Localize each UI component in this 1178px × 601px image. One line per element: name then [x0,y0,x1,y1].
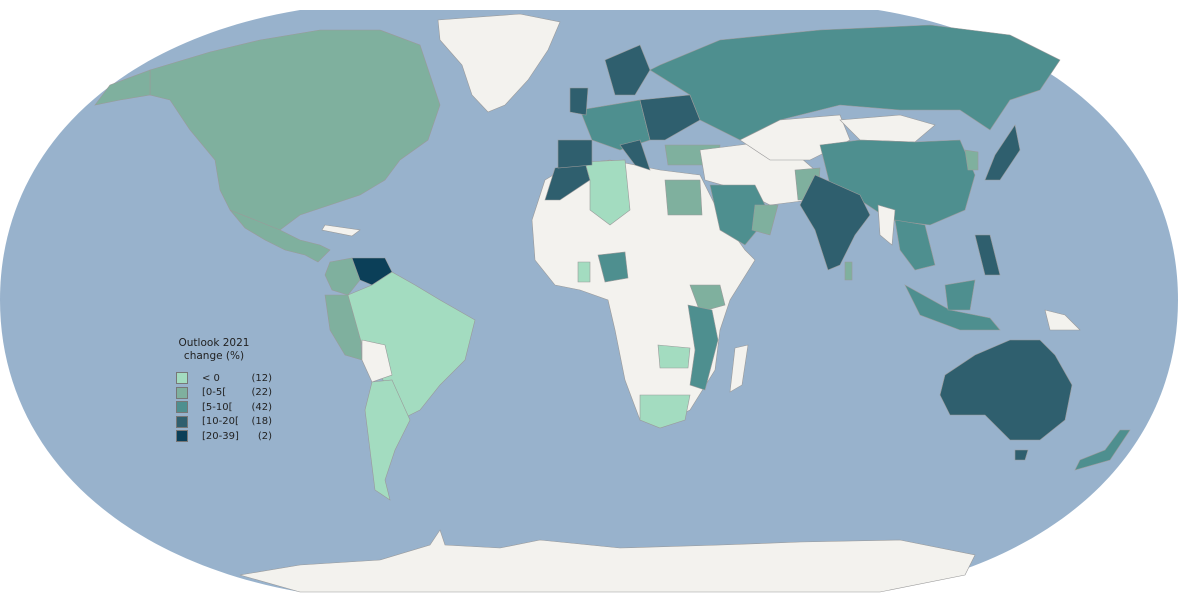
legend-label: < 0 [202,372,220,384]
region-tanzania-mozambique [687,304,719,391]
legend-count: (12) [251,372,272,384]
region-alaska [94,69,151,106]
legend-swatch [176,415,188,428]
legend-title-line1: Outlook 2021 [178,337,250,349]
region-north-america [149,29,441,231]
legend-item: [0-5[ (22) [166,386,286,401]
region-thailand-vietnam [894,219,936,271]
legend-count: (2) [257,430,272,442]
region-philippines [974,234,1001,276]
legend-label: [10-20[ [202,416,239,428]
region-bolivia [361,339,393,383]
region-madagascar [729,344,749,393]
region-antarctica [239,529,976,593]
legend-label: [0-5[ [202,387,227,399]
region-india [799,174,871,271]
region-argentina [364,379,411,501]
region-mexico [229,209,331,263]
legend: Outlook 2021 change (%) < 0 (12) [0-5[ (22… [166,337,286,444]
region-south-africa [639,394,691,429]
region-nigeria [597,251,629,283]
legend-swatch [176,386,188,399]
region-new-zealand [1074,429,1131,471]
legend-title: Outlook 2021 change (%) [166,337,262,363]
region-greenland [437,13,561,113]
region-australia [939,339,1073,441]
region-korea [964,149,979,171]
region-tasmania [1014,449,1029,461]
region-egypt [664,179,703,216]
legend-count: (22) [251,387,272,399]
region-papua-new-guinea [1044,309,1081,331]
region-uk [569,87,589,116]
region-borneo [944,279,976,311]
legend-label: [20-39] [202,430,239,442]
region-eastern-europe [639,94,701,141]
legend-count: (42) [251,401,272,413]
region-russia [649,24,1061,141]
region-ghana [577,261,591,283]
legend-title-line2: change (%) [183,350,245,362]
region-iberia [557,139,593,169]
region-ethiopia [689,284,726,313]
region-mongolia [839,114,936,143]
legend-count: (18) [251,416,272,428]
legend-label: [5-10[ [202,401,233,413]
region-scandinavia [604,44,651,96]
region-cuba [321,224,361,237]
region-oman [751,204,779,236]
region-myanmar [877,204,896,246]
region-algeria [584,159,631,226]
legend-item: [5-10[ (42) [166,400,286,415]
region-japan [984,124,1021,181]
legend-swatch [176,401,188,414]
legend-swatch [176,372,188,385]
region-zambia [657,344,691,369]
region-italy [619,139,651,171]
legend-item: < 0 (12) [166,371,286,386]
region-sri-lanka [844,261,853,281]
legend-item: [20-39] (2) [166,429,286,444]
legend-swatch [176,430,188,443]
legend-item: [10-20[ (18) [166,415,286,430]
